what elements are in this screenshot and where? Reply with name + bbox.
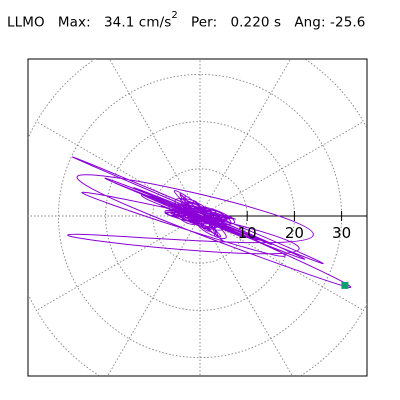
period-label: Per: <box>191 14 218 31</box>
max-unit-exponent: 2 <box>171 10 178 21</box>
tick-label-10: 10 <box>238 224 257 242</box>
end-marker <box>341 281 349 289</box>
trace-layer <box>67 156 352 288</box>
max-value: 34.1 cm/s <box>103 14 172 31</box>
marker-layer <box>341 281 349 289</box>
period-value: 0.220 s <box>230 14 282 31</box>
plot-header: LLMO Max: 34.1 cm/s2 Per: 0.220 s Ang: -… <box>7 10 366 31</box>
angle-value: -25.6 <box>330 14 366 31</box>
tick-label-20: 20 <box>285 224 304 242</box>
station-code: LLMO <box>7 14 45 31</box>
tick-labels: 10 20 30 <box>238 224 351 242</box>
angle-label: Ang: <box>294 14 326 31</box>
tick-label-30: 30 <box>332 224 351 242</box>
orbit-center-cluster-0 <box>164 190 237 242</box>
max-label: Max: <box>57 14 91 31</box>
